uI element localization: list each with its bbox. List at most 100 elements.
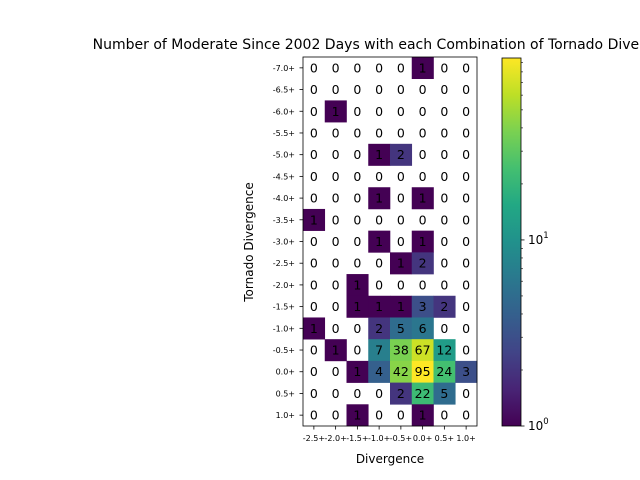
- cell-value-label: 0: [375, 408, 383, 423]
- y-tick-label: -3.5+: [273, 216, 295, 225]
- cell-value-label: 0: [462, 386, 470, 401]
- cell-value-label: 0: [332, 234, 340, 249]
- cell-value-label: 6: [419, 321, 427, 336]
- y-axis-label: Tornado Divergence: [242, 182, 256, 302]
- cell-value-label: 0: [353, 191, 361, 206]
- cell-value-label: 95: [415, 364, 431, 379]
- heatmap-cell: [346, 274, 369, 297]
- heatmap-cell: [390, 143, 413, 166]
- cell-value-label: 0: [310, 364, 318, 379]
- cell-value-label: 0: [375, 104, 383, 119]
- y-tick-label: -2.5+: [273, 259, 295, 268]
- heatmap-cell: [411, 295, 434, 318]
- cell-value-label: 0: [332, 364, 340, 379]
- cell-value-label: 0: [310, 299, 318, 314]
- y-tick-label: -1.0+: [273, 324, 295, 333]
- x-tick-label: -1.0+: [368, 434, 390, 443]
- cell-value-label: 1: [310, 321, 318, 336]
- heatmap-cell-labels: 0 0 0 0 0 1 0 00 0 0 0 0 0 0 00 1 0 0 0 0 0 00 0 0 0 0 0 0 00 0 0 1 2 0 0 0…: [310, 60, 470, 422]
- cell-value-label: 0: [440, 82, 448, 97]
- cell-value-label: 0: [462, 104, 470, 119]
- heatmap-cell: [368, 360, 391, 383]
- cell-value-label: 67: [415, 343, 431, 358]
- cell-value-label: 4: [375, 364, 383, 379]
- heatmap-cell: [346, 360, 369, 383]
- cell-value-label: 0: [353, 169, 361, 184]
- cell-value-label: 24: [436, 364, 452, 379]
- cell-value-label: 0: [440, 256, 448, 271]
- cell-value-label: 0: [440, 169, 448, 184]
- cell-value-label: 22: [415, 386, 431, 401]
- cell-value-label: 0: [419, 147, 427, 162]
- x-tick-label: -2.5+: [303, 434, 325, 443]
- y-tick-label: -4.0+: [273, 194, 295, 203]
- y-tick-label: 0.5+: [276, 389, 295, 398]
- cell-value-label: 0: [353, 386, 361, 401]
- heatmap-cell: [433, 295, 456, 318]
- cell-value-label: 0: [353, 343, 361, 358]
- cell-value-label: 7: [375, 343, 383, 358]
- cell-value-label: 0: [462, 234, 470, 249]
- cell-value-label: 0: [462, 169, 470, 184]
- cell-value-label: 0: [310, 256, 318, 271]
- cell-value-label: 0: [332, 386, 340, 401]
- cell-value-label: 0: [310, 125, 318, 140]
- cell-value-label: 0: [440, 60, 448, 75]
- cell-value-label: 0: [332, 191, 340, 206]
- x-tick-label: 0.0+: [413, 434, 432, 443]
- cell-value-label: 1: [353, 408, 361, 423]
- y-tick-label: 0.0+: [276, 368, 295, 377]
- chart-title: Number of Moderate Since 2002 Days with …: [93, 37, 640, 53]
- cell-value-label: 0: [310, 147, 318, 162]
- cell-value-label: 0: [310, 104, 318, 119]
- y-tick-label: -1.5+: [273, 303, 295, 312]
- cell-value-label: 0: [332, 299, 340, 314]
- cell-value-label: 0: [353, 256, 361, 271]
- heatmap-cell: [324, 100, 347, 123]
- cell-value-label: 0: [310, 277, 318, 292]
- y-tick-label: 1.0+: [276, 411, 295, 420]
- cell-value-label: 1: [419, 408, 427, 423]
- cell-value-label: 0: [462, 82, 470, 97]
- cell-value-label: 0: [353, 147, 361, 162]
- cell-value-label: 2: [419, 256, 427, 271]
- x-tick-label: -2.0+: [324, 434, 346, 443]
- cell-value-label: 0: [440, 234, 448, 249]
- cell-value-label: 0: [332, 321, 340, 336]
- cell-value-label: 0: [375, 82, 383, 97]
- heatmap-cells: [303, 57, 478, 427]
- cell-value-label: 0: [310, 234, 318, 249]
- cell-value-label: 0: [332, 256, 340, 271]
- cell-value-label: 1: [375, 299, 383, 314]
- cell-value-label: 2: [375, 321, 383, 336]
- cell-value-label: 0: [353, 125, 361, 140]
- cell-value-label: 0: [332, 169, 340, 184]
- heatmap-cell: [390, 339, 413, 362]
- cell-value-label: 0: [419, 104, 427, 119]
- cell-value-label: 1: [419, 60, 427, 75]
- y-tick-label: -6.0+: [273, 107, 295, 116]
- heatmap-cell: [411, 230, 434, 253]
- cell-value-label: 0: [419, 277, 427, 292]
- heatmap-cell: [411, 187, 434, 210]
- cell-value-label: 38: [393, 343, 409, 358]
- cell-value-label: 1: [332, 343, 340, 358]
- heatmap-cell: [433, 339, 456, 362]
- heatmap-cell: [390, 317, 413, 340]
- cell-value-label: 12: [436, 343, 452, 358]
- heatmap-cell: [390, 295, 413, 318]
- colorbar-tick-label: 100: [528, 417, 549, 433]
- heatmap-cell: [368, 230, 391, 253]
- cell-value-label: 0: [397, 408, 405, 423]
- heatmap-cell: [368, 317, 391, 340]
- heatmap-cell: [390, 382, 413, 405]
- cell-value-label: 0: [375, 169, 383, 184]
- cell-value-label: 0: [375, 386, 383, 401]
- heatmap-cell: [411, 317, 434, 340]
- cell-value-label: 0: [353, 104, 361, 119]
- cell-value-label: 0: [310, 343, 318, 358]
- cell-value-label: 0: [310, 169, 318, 184]
- heatmap-cell: [346, 295, 369, 318]
- heatmap-cell: [303, 317, 326, 340]
- cell-value-label: 0: [375, 60, 383, 75]
